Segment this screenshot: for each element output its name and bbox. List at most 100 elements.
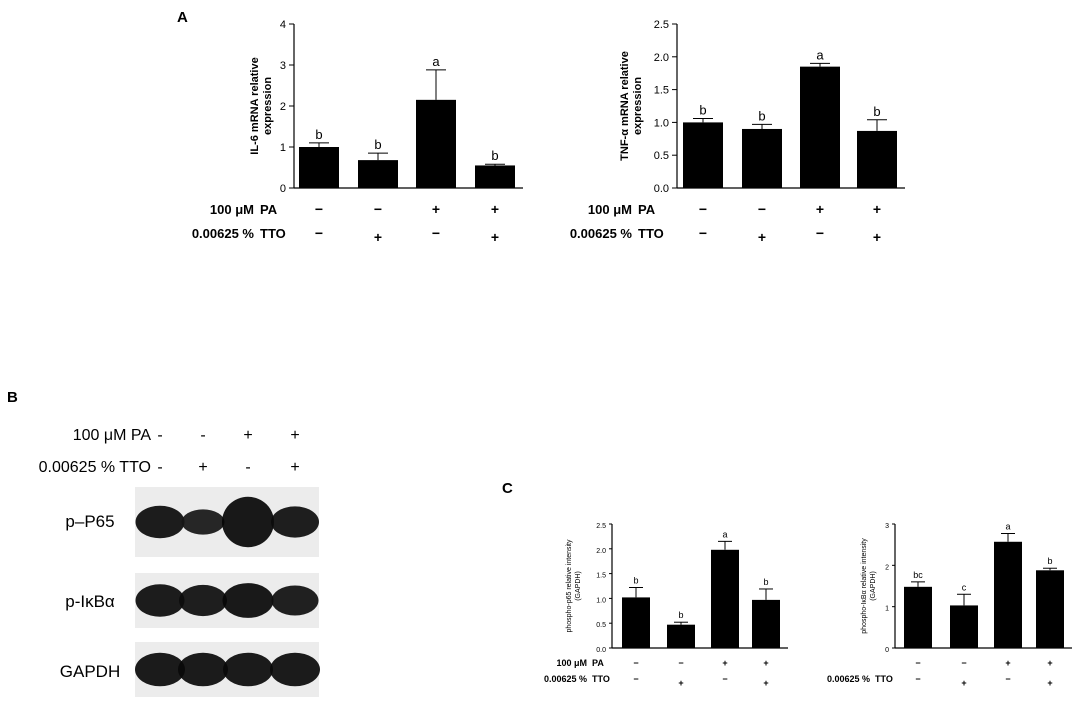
wb-tto-label: 0.00625 % TTO [39,459,151,476]
tto-sign: + [763,678,768,688]
bar [752,599,780,648]
wb-tto-sign: - [245,459,250,476]
blot-band [181,509,225,535]
pa-sign: − [961,658,966,668]
wb-pa-sign: + [290,427,299,444]
ikba-condition-table: 0.00625 % TTO − − − + + − + + [827,658,1053,688]
ikba-chart: 0 1 2 3 phospho-IκBα relative intensity (GAPD… [861,522,1072,654]
y-axis-label: TNF-α mRNA relativeexpression [619,51,644,161]
tto-agent-label: TTO [638,226,664,241]
y-tick-label: 0.0 [654,183,669,195]
significance-label: b [1047,556,1052,566]
pa-sign: − [315,201,323,217]
y-tick-label: 2.0 [596,548,606,555]
pa-sign: + [816,201,824,217]
wb-tto-sign: + [198,459,207,476]
tto-dose-label: 0.00625 % [827,674,870,684]
blot-band [222,496,274,548]
y-tick-label: 0 [885,647,889,654]
tto-sign: + [491,229,499,245]
y-tick-label: 1.5 [596,573,606,580]
bar [904,586,932,648]
pa-sign: − [678,658,683,668]
pa-dose-label: 100 μM [210,202,254,217]
significance-label: b [633,575,638,585]
wb-tto-sign: + [290,459,299,476]
y-tick-label: 1 [885,606,889,613]
significance-label: c [962,582,967,592]
wb-pa-sign: + [243,427,252,444]
il6-condition-table: 100 μM PA 0.00625 % TTO − − − + + − + + [192,201,499,245]
significance-label: a [1005,522,1010,532]
tto-sign: + [374,229,382,245]
bar [800,66,840,188]
tto-sign: − [432,225,440,241]
blot-band [178,652,228,687]
tto-dose-label: 0.00625 % [570,226,633,241]
significance-label: b [374,137,381,152]
y-axis-label: IL-6 mRNA relativeexpression [249,57,274,154]
significance-label: b [678,610,683,620]
bar [994,541,1022,648]
bar [416,99,456,188]
pa-sign: − [758,201,766,217]
pa-sign: − [699,201,707,217]
blot-row-label: p-IκBα [65,592,115,611]
pa-sign: − [374,201,382,217]
tto-sign: − [633,674,638,684]
tto-sign: + [1047,678,1052,688]
bar [742,128,782,188]
bar [622,597,650,648]
pa-sign: + [491,201,499,217]
significance-label: b [763,577,768,587]
blot-row-label: GAPDH [60,662,120,681]
blot-band [135,584,185,617]
panel-letter-c: C [502,480,513,497]
significance-label: b [699,102,706,117]
tto-sign: + [961,678,966,688]
y-tick-label: 1 [280,142,286,154]
significance-label: b [315,127,322,142]
significance-label: b [491,148,498,163]
wb-pa-label: 100 μM PA [73,427,152,444]
tnfa-condition-table: 100 μM PA 0.00625 % TTO − − − + + − + + [570,201,881,245]
blot-band [135,652,185,687]
significance-label: bc [913,570,923,580]
tto-sign: − [1005,674,1010,684]
wb-tto-sign: - [157,459,162,476]
bar [857,130,897,188]
y-tick-label: 2.0 [654,52,669,64]
blot-band [179,584,227,617]
y-tick-label: 3 [885,523,889,530]
western-blot: 100 μM PA0.00625 % TTO---++-++p–P65p-IκB… [39,427,320,697]
blot-band [135,505,185,539]
y-tick-label: 2.5 [654,19,669,31]
tto-sign: − [915,674,920,684]
y-tick-label: 2 [885,564,889,571]
y-tick-label: 4 [280,19,286,31]
blot-band [223,652,273,687]
blot-band [271,506,319,538]
panel-letter-b: B [7,389,18,406]
significance-label: a [722,529,727,539]
bar [1036,570,1064,648]
pa-agent-label: PA [638,202,656,217]
y-tick-label: 1.0 [596,597,606,604]
tto-sign: − [315,225,323,241]
bar [667,624,695,648]
y-tick-label: 0.5 [654,150,669,162]
p65-chart: 0.0 0.5 1.0 1.5 2.0 2.5 phospho-p65 relative i… [566,523,788,654]
pa-sign: + [1005,658,1010,668]
significance-label: b [758,108,765,123]
blot-band [271,585,319,616]
pa-sign: − [633,658,638,668]
bar [950,605,978,648]
bar [475,165,515,188]
tto-agent-label: TTO [875,674,893,684]
pa-sign: + [873,201,881,217]
tto-sign: − [699,225,707,241]
tnfa-chart: 0.0 0.5 1.0 1.5 2.0 2.5 TNF-α mRNA relativeexp… [619,19,905,195]
pa-sign: + [1047,658,1052,668]
pa-dose-label: 100 μM [556,658,587,668]
tto-sign: + [873,229,881,245]
